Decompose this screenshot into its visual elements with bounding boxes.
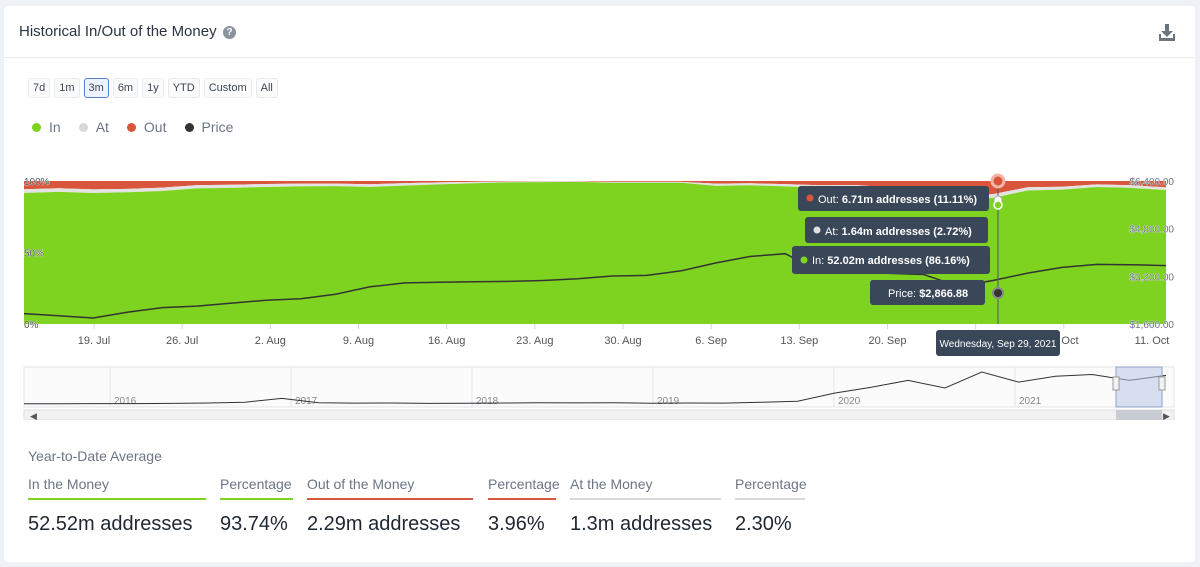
legend-at[interactable]: At bbox=[78, 119, 109, 135]
out-marker bbox=[990, 173, 1006, 189]
legend-out-label: Out bbox=[143, 119, 167, 135]
navigator-year-label: 2020 bbox=[838, 396, 861, 407]
stat-in-money: In the Money 52.52m addresses bbox=[28, 476, 206, 536]
svg-text:Out: 6.71m addresses (11.11%): Out: 6.71m addresses (11.11%) bbox=[818, 194, 977, 206]
right-axis-label: $3,200.00 bbox=[1130, 272, 1175, 283]
stat-value: 2.29m addresses bbox=[307, 513, 461, 535]
chart-title: Historical In/Out of the Money bbox=[19, 23, 217, 40]
stat-out-percentage: Percentage 3.96% bbox=[488, 476, 560, 536]
stats-heading: Year-to-Date Average bbox=[28, 448, 162, 464]
range-7d-button[interactable]: 7d bbox=[28, 78, 51, 98]
left-axis-label: 0% bbox=[24, 320, 39, 331]
x-tick-label: 6. Sep bbox=[695, 335, 727, 347]
ytd-stats: Year-to-Date Average In the Money 52.52m… bbox=[28, 448, 828, 535]
legend-in-dot bbox=[32, 122, 41, 132]
tooltip-in: In: 52.02m addresses (86.16%) bbox=[792, 246, 990, 274]
legend-at-dot bbox=[78, 122, 88, 132]
left-axis-label: 100% bbox=[24, 177, 50, 188]
stat-at-percentage: Percentage 2.30% bbox=[735, 476, 807, 536]
right-axis-label: $4,800.00 bbox=[1130, 225, 1175, 236]
scroll-left-icon[interactable]: ◀ bbox=[30, 411, 37, 420]
stat-label: Percentage bbox=[735, 476, 807, 500]
range-custom-button[interactable]: Custom bbox=[203, 78, 252, 98]
help-icon[interactable]: ? bbox=[223, 26, 236, 39]
range-1m-button[interactable]: 1m bbox=[54, 78, 80, 98]
stat-label: At the Money bbox=[570, 476, 721, 500]
stat-at-money: At the Money 1.3m addresses bbox=[570, 476, 721, 536]
in-marker bbox=[993, 200, 1003, 210]
navigator-year-label: 2016 bbox=[114, 396, 137, 407]
navigator-handle-right[interactable] bbox=[1158, 376, 1166, 391]
x-tick-label: 23. Aug bbox=[516, 335, 553, 347]
stat-in-percentage: Percentage 93.74% bbox=[220, 476, 293, 536]
tooltip-out: Out: 6.71m addresses (11.11%) bbox=[798, 186, 989, 211]
range-all-button[interactable]: All bbox=[255, 78, 278, 98]
x-tick-label: 16. Aug bbox=[428, 335, 465, 347]
tooltip-price: Price: $2,866.88 bbox=[870, 280, 985, 305]
svg-text:Price: $2,866.88: Price: $2,866.88 bbox=[888, 288, 968, 300]
download-icon[interactable] bbox=[1159, 23, 1175, 41]
svg-text:At: 1.64m addresses (2.72%): At: 1.64m addresses (2.72%) bbox=[825, 226, 972, 238]
legend-price-dot bbox=[184, 122, 194, 132]
svg-text:In: 52.02m addresses (86.16%): In: 52.02m addresses (86.16%) bbox=[812, 255, 970, 267]
legend-price-label: Price bbox=[201, 119, 234, 135]
range-6m-button[interactable]: 6m bbox=[112, 78, 139, 98]
right-axis-label: $6,400.00 bbox=[1130, 177, 1175, 188]
legend-at-label: At bbox=[95, 119, 109, 135]
legend-in[interactable]: In bbox=[32, 119, 61, 135]
stat-label: Out of the Money bbox=[307, 476, 473, 500]
x-tick-label: 11. Oct bbox=[1135, 335, 1170, 347]
range-ytd-button[interactable]: YTD bbox=[167, 78, 200, 98]
card-header: Historical In/Out of the Money ? bbox=[4, 6, 1195, 58]
stat-value: 93.74% bbox=[220, 513, 288, 535]
range-selector: 7d 1m 3m 6m 1y YTD Custom All bbox=[28, 78, 278, 98]
legend-out-dot bbox=[126, 122, 136, 132]
navigator-year-label: 2019 bbox=[657, 396, 680, 407]
stat-value: 52.52m addresses bbox=[28, 513, 193, 535]
legend-price[interactable]: Price bbox=[184, 119, 234, 135]
navigator[interactable]: 2016 2017 2018 2019 2020 2021 ◀ ▶ bbox=[4, 364, 1195, 420]
left-axis-label: 50% bbox=[24, 249, 44, 260]
price-marker bbox=[992, 287, 1004, 299]
x-tick-label: 26. Jul bbox=[166, 335, 198, 347]
navigator-price-line bbox=[24, 371, 1167, 405]
right-axis-label: $1,600.00 bbox=[1130, 320, 1175, 331]
navigator-handle-left[interactable] bbox=[1112, 376, 1120, 391]
x-tick-label: 19. Jul bbox=[78, 335, 110, 347]
navigator-scrollbar[interactable] bbox=[23, 409, 1175, 420]
stat-label: Percentage bbox=[488, 476, 560, 500]
stat-out-money: Out of the Money 2.29m addresses bbox=[307, 476, 473, 536]
tooltip-at: At: 1.64m addresses (2.72%) bbox=[805, 217, 988, 243]
svg-text:Wednesday, Sep 29, 2021: Wednesday, Sep 29, 2021 bbox=[940, 339, 1057, 350]
x-tick-label: 20. Sep bbox=[869, 335, 907, 347]
main-chart[interactable]: 19. Jul 26. Jul 2. Aug 9. Aug 16. Aug 23. Aug… bbox=[4, 156, 1195, 356]
tooltip-date: Wednesday, Sep 29, 2021 bbox=[936, 330, 1060, 356]
stat-label: In the Money bbox=[28, 476, 206, 500]
x-tick-label: 30. Aug bbox=[604, 335, 641, 347]
navigator-scrollbar-thumb[interactable] bbox=[1116, 410, 1162, 420]
stat-value: 3.96% bbox=[488, 513, 545, 535]
x-tick-label: 13. Sep bbox=[780, 335, 818, 347]
chart-legend: In At Out Price bbox=[32, 119, 233, 135]
out-area bbox=[24, 181, 1166, 197]
range-1y-button[interactable]: 1y bbox=[142, 78, 164, 98]
navigator-year-label: 2018 bbox=[476, 396, 499, 407]
stat-value: 1.3m addresses bbox=[570, 513, 713, 535]
navigator-year-label: 2021 bbox=[1019, 396, 1042, 407]
stat-label: Percentage bbox=[220, 476, 293, 500]
x-tick-label: 2. Aug bbox=[255, 335, 286, 347]
legend-out[interactable]: Out bbox=[126, 119, 167, 135]
navigator-window[interactable] bbox=[1115, 366, 1163, 408]
chart-card: Historical In/Out of the Money ? 7d 1m 3… bbox=[4, 6, 1195, 562]
scroll-right-icon[interactable]: ▶ bbox=[1163, 411, 1170, 420]
x-tick-label: 9. Aug bbox=[343, 335, 374, 347]
stat-value: 2.30% bbox=[735, 513, 792, 535]
legend-in-label: In bbox=[49, 119, 61, 135]
range-3m-button[interactable]: 3m bbox=[83, 78, 109, 98]
at-area bbox=[24, 181, 1166, 201]
